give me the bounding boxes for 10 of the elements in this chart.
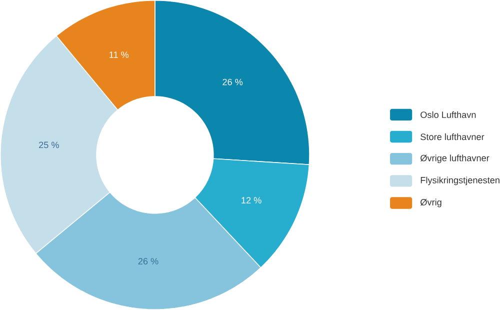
legend-label: Øvrig	[420, 198, 442, 208]
data-label: 25 %	[39, 142, 59, 148]
data-label: 12 %	[242, 197, 262, 204]
data-label: 26 %	[138, 258, 158, 265]
data-label: 26 %	[222, 78, 243, 86]
data-label: 11 %	[110, 52, 129, 58]
legend-label: Flysikringstjenesten	[420, 176, 500, 186]
legend-label: Store lufthavner	[420, 133, 484, 140]
legend-label: Øvrige lufthavner	[420, 154, 490, 164]
legend-label: Oslo Lufthavn	[420, 111, 476, 118]
